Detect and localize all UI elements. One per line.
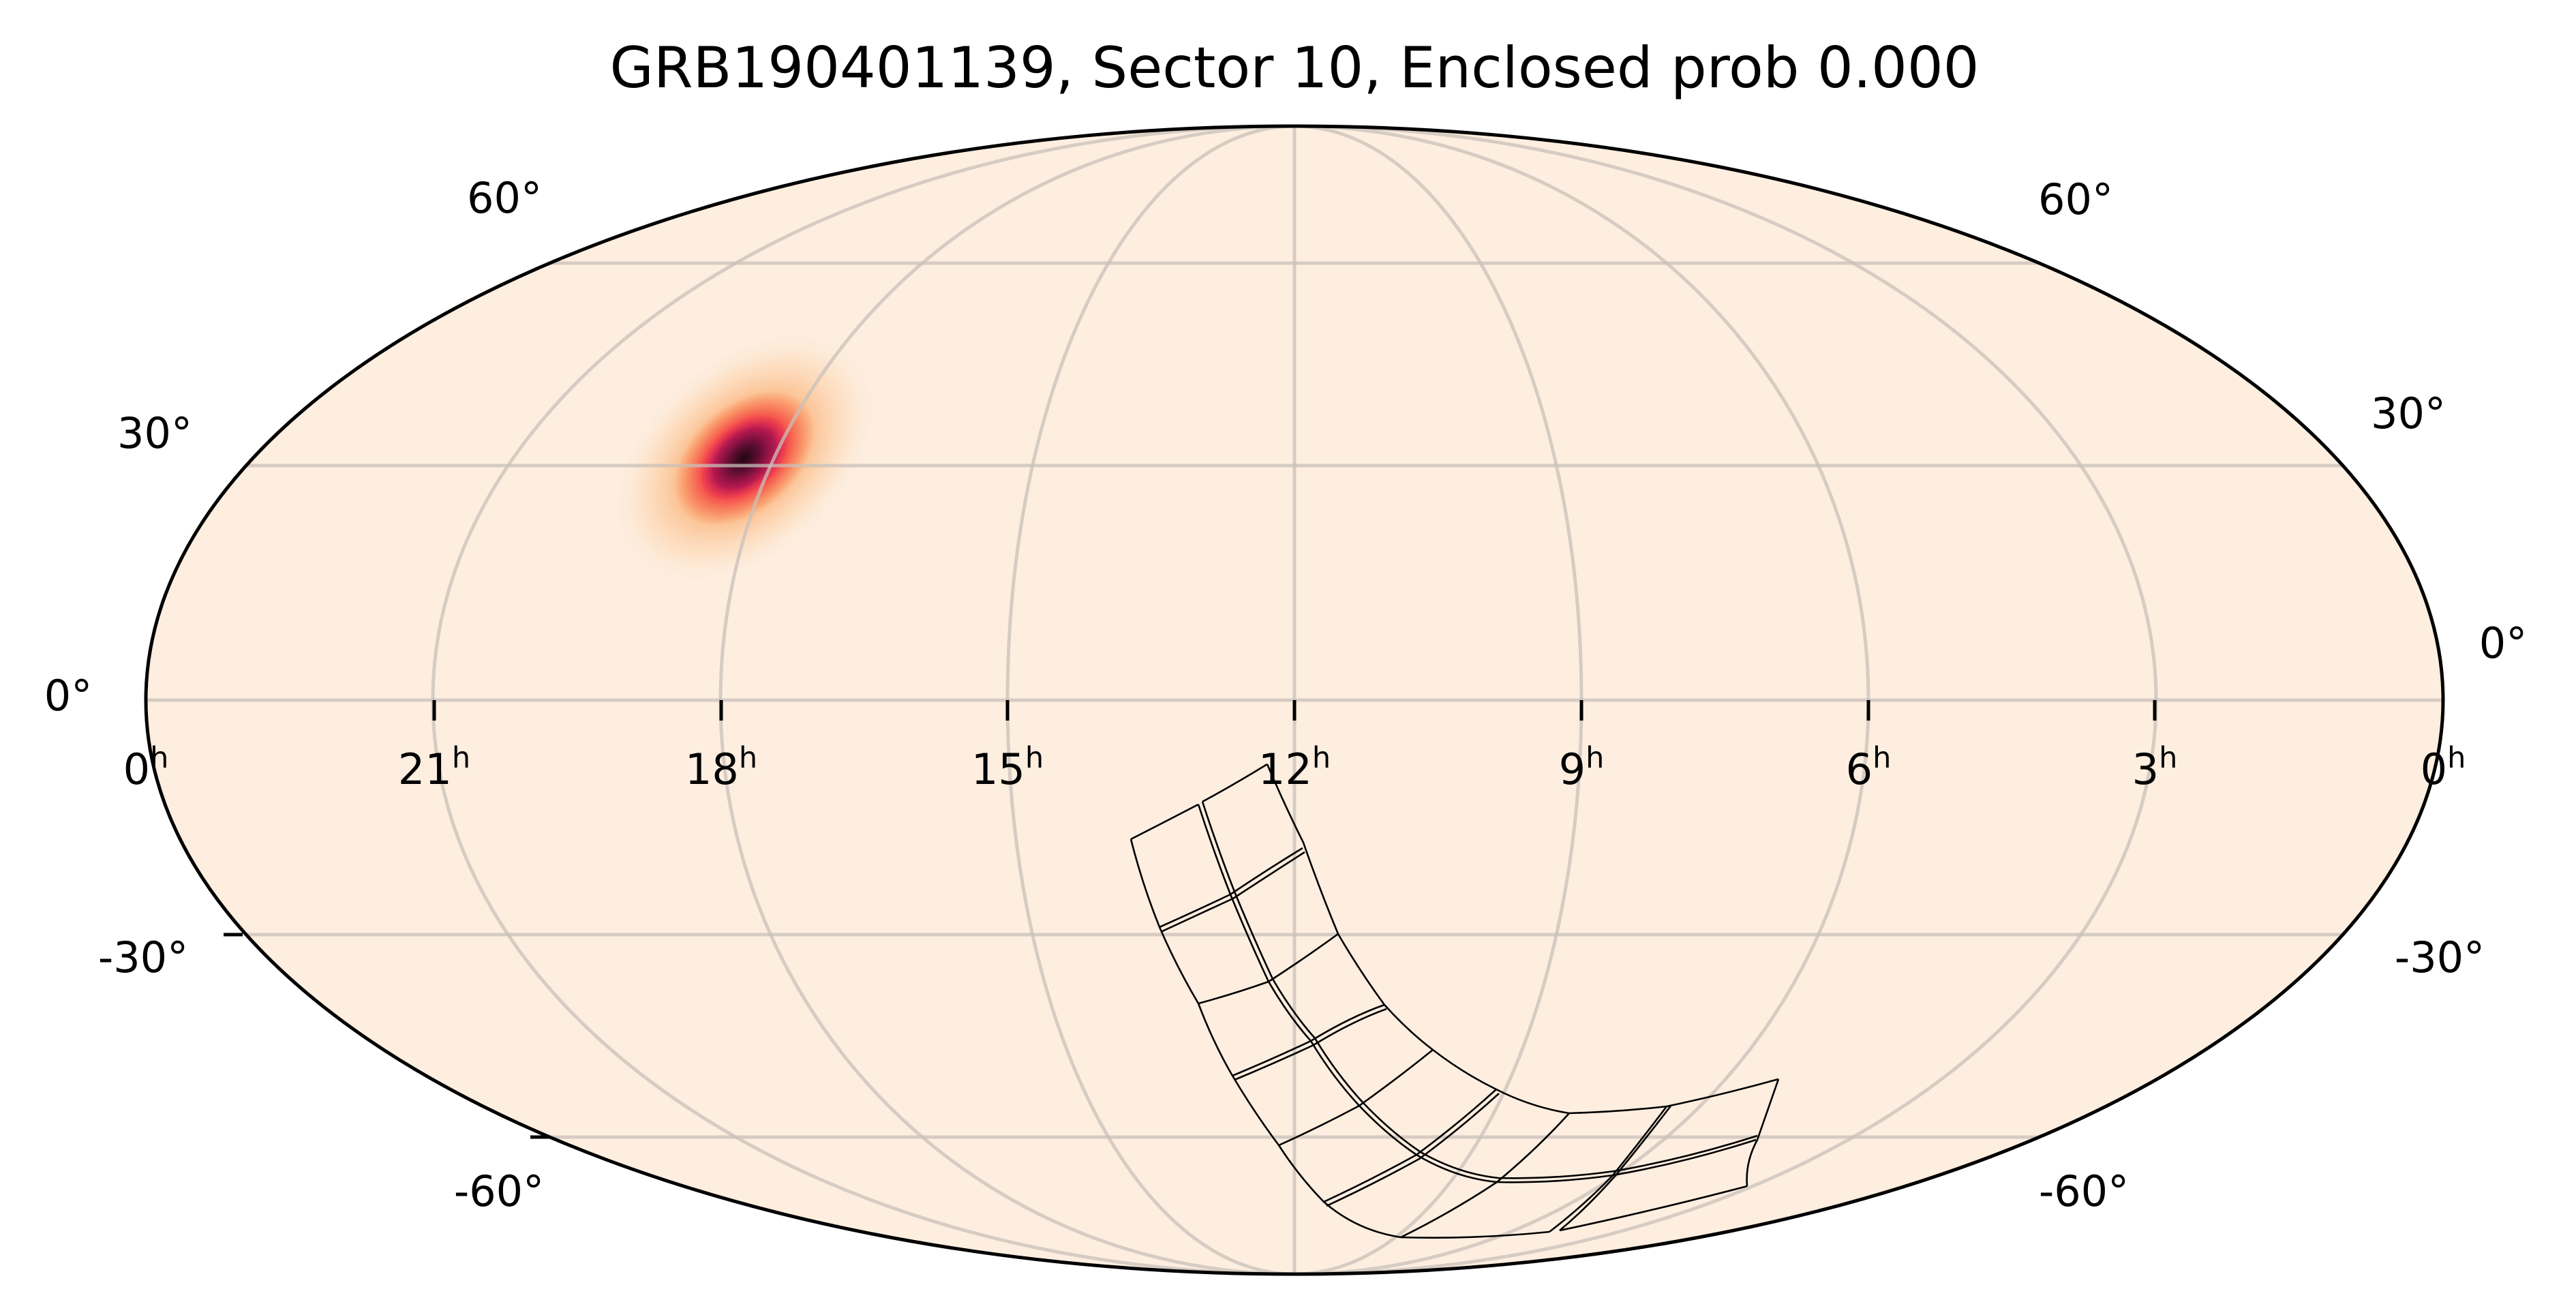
ra-label: 9h — [1559, 741, 1605, 794]
dec-label: 0° — [2479, 618, 2527, 668]
dec-label: -30° — [2395, 933, 2485, 982]
dec-tick-labels-left: 60° 30° 0° -30° -60° — [44, 173, 544, 1216]
ra-label: 3h — [2132, 741, 2178, 794]
dec-label: 0° — [44, 671, 92, 721]
ra-label: 21h — [398, 741, 470, 794]
dec-label: 30° — [117, 408, 192, 458]
map-frame — [144, 124, 2445, 1276]
dec-tick-labels-right: 60° 30° 0° -30° -60° — [2038, 175, 2527, 1216]
dec-label: -30° — [98, 933, 188, 982]
ra-label: 6h — [1846, 741, 1892, 794]
chart-title: GRB190401139, Sector 10, Enclosed prob 0… — [610, 35, 1980, 101]
ra-label: 0h — [123, 741, 169, 794]
dec-label: -60° — [2039, 1166, 2129, 1216]
dec-label: 60° — [467, 173, 542, 223]
ra-label: 18h — [685, 741, 757, 794]
ra-label: 0h — [2421, 741, 2466, 794]
dec-ticks — [224, 933, 549, 1139]
ra-tick-labels: 0h 21h 18h 15h 12h 9h 6h 3h 0h — [123, 741, 2466, 794]
ra-label: 12h — [1258, 741, 1331, 794]
tess-footprint — [1130, 763, 1780, 1239]
dec-label: 60° — [2038, 175, 2113, 224]
probability-hotspot — [609, 328, 880, 588]
dec-label: -60° — [454, 1166, 544, 1216]
ra-label: 15h — [971, 741, 1044, 794]
dec-label: 30° — [2371, 389, 2446, 438]
ra-ticks — [432, 700, 2157, 721]
